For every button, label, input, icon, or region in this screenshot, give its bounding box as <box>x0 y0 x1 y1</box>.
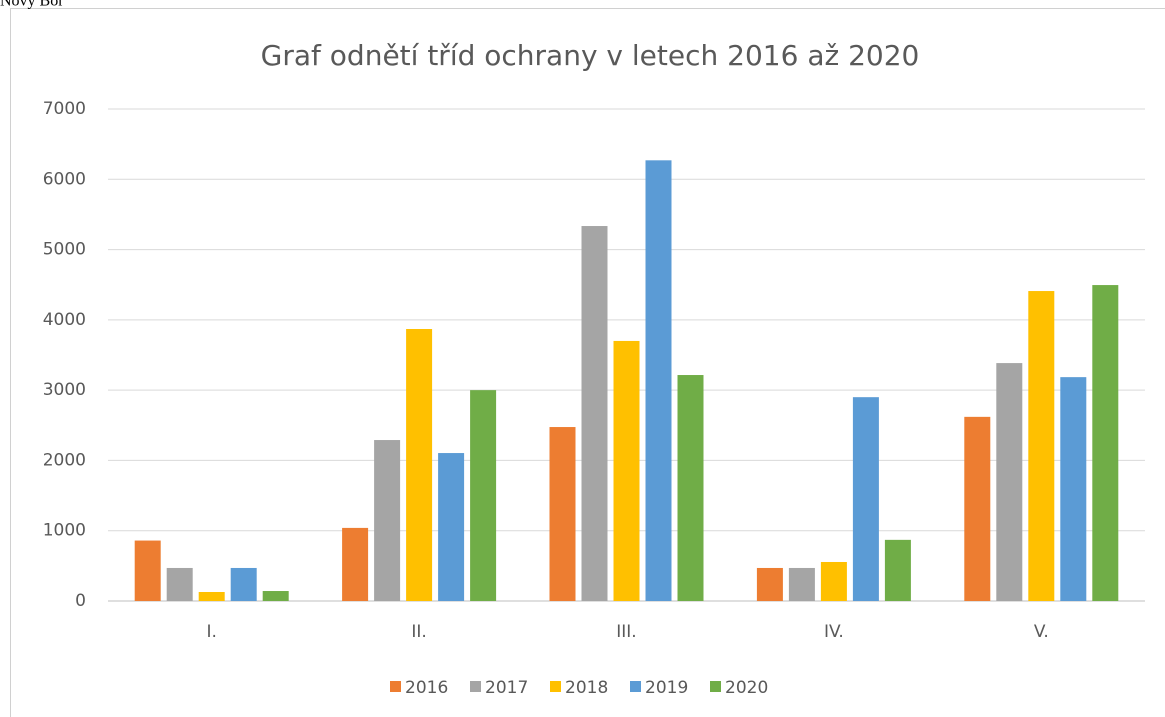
y-tick-label: 0 <box>75 591 86 611</box>
y-tick-label: 3000 <box>43 380 86 400</box>
bar <box>788 567 815 601</box>
bar <box>134 540 161 601</box>
bar <box>677 375 704 601</box>
legend-swatch <box>550 681 561 692</box>
bar <box>230 567 257 601</box>
bar <box>549 427 576 601</box>
legend-swatch <box>470 681 481 692</box>
y-tick-label: 1000 <box>43 521 86 541</box>
bar <box>756 567 783 601</box>
legend-swatch <box>390 681 401 692</box>
x-tick-label: II. <box>411 622 426 642</box>
bar <box>1028 291 1055 601</box>
bar <box>438 453 465 601</box>
y-tick-label: 4000 <box>43 310 86 330</box>
bar <box>613 340 640 601</box>
bar <box>406 328 433 601</box>
legend-swatch <box>710 681 721 692</box>
y-tick-label: 6000 <box>43 169 86 189</box>
bar <box>852 397 879 601</box>
y-tick-label: 2000 <box>43 450 86 470</box>
legend-label: 2016 <box>405 678 448 698</box>
y-tick-label: 5000 <box>43 240 86 260</box>
bar <box>581 226 608 602</box>
bar <box>1092 285 1119 601</box>
legend-label: 2019 <box>645 678 688 698</box>
bar <box>996 363 1023 601</box>
caption: Nový Bor <box>0 0 64 10</box>
legend-label: 2017 <box>485 678 528 698</box>
bar <box>470 390 497 601</box>
x-tick-label: I. <box>206 622 216 642</box>
x-tick-label: III. <box>616 622 636 642</box>
bar <box>374 440 401 601</box>
x-tick-label: IV. <box>824 622 844 642</box>
legend-label: 2018 <box>565 678 608 698</box>
bar <box>964 416 991 601</box>
bar <box>1060 377 1087 601</box>
bar <box>262 591 289 601</box>
legend-label: 2020 <box>725 678 768 698</box>
legend-swatch <box>630 681 641 692</box>
bar <box>342 527 369 601</box>
chart-title: Graf odnětí tříd ochrany v letech 2016 a… <box>261 39 920 72</box>
bar <box>198 592 225 601</box>
y-tick-label: 7000 <box>43 99 86 119</box>
bar <box>645 160 672 601</box>
bar <box>884 539 911 601</box>
bar <box>166 567 193 601</box>
x-tick-label: V. <box>1034 622 1049 642</box>
bar <box>820 561 847 601</box>
